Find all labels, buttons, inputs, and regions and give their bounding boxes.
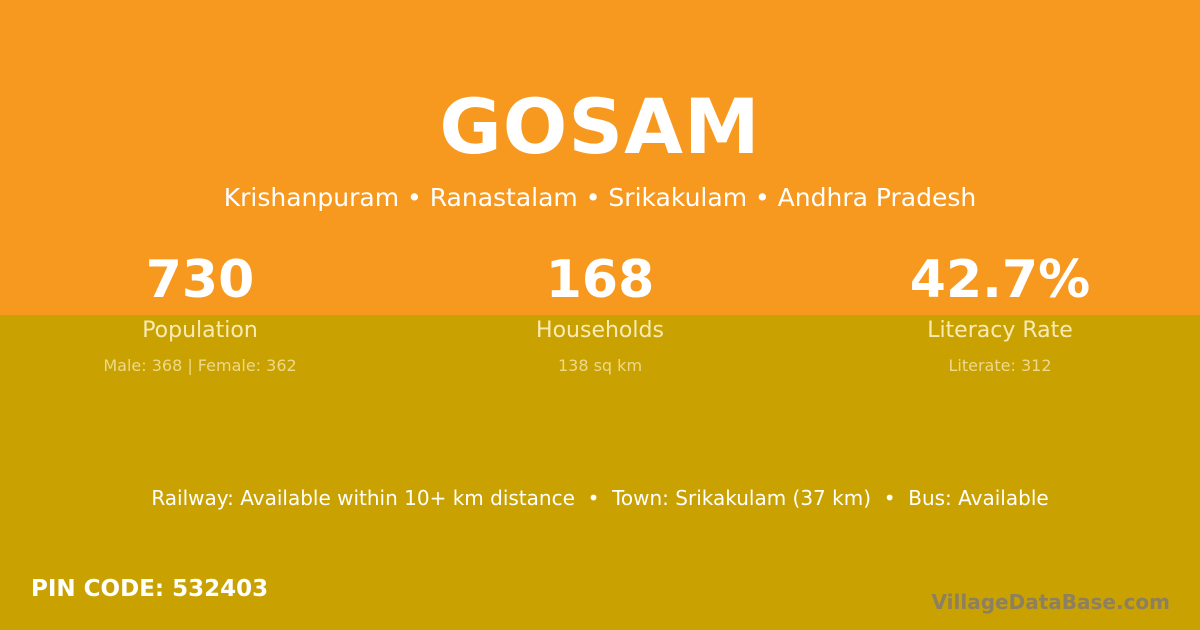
pin-code: PIN CODE: 532403 <box>31 576 269 602</box>
stat-households: 168 Households 138 sq km <box>400 250 800 375</box>
body-band <box>0 315 1200 630</box>
connectivity-info: Railway: Available within 10+ km distanc… <box>151 486 1049 510</box>
header-band <box>0 0 1200 315</box>
stat-label: Population <box>142 318 258 343</box>
stat-label: Households <box>536 318 664 343</box>
stat-detail: Male: 368 | Female: 362 <box>103 356 297 375</box>
stat-detail: Literate: 312 <box>948 356 1052 375</box>
stat-value: 730 <box>145 250 255 310</box>
village-name: GOSAM <box>439 82 761 171</box>
brand-logo: VillageDataBase.com <box>931 590 1170 614</box>
stat-literacy: 42.7% Literacy Rate Literate: 312 <box>800 250 1200 375</box>
stat-detail: 138 sq km <box>557 356 643 375</box>
stat-label: Literacy Rate <box>927 318 1073 343</box>
stat-population: 730 Population Male: 368 | Female: 362 <box>0 250 400 375</box>
location-breadcrumb: Krishanpuram • Ranastalam • Srikakulam •… <box>223 183 977 212</box>
stat-value: 168 <box>545 250 655 310</box>
stat-value: 42.7% <box>909 250 1091 310</box>
